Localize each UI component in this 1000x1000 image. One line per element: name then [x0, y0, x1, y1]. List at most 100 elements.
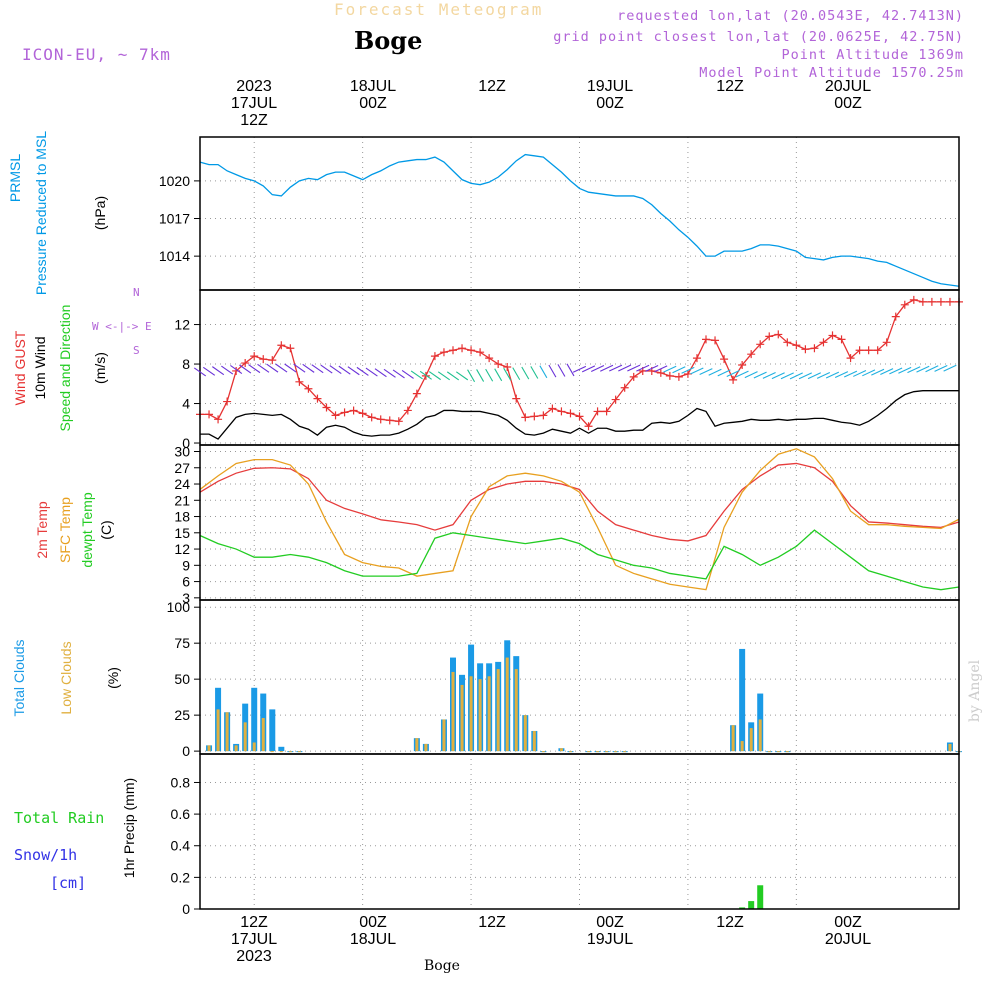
gust-marker	[214, 415, 223, 424]
wind-direction-arrow	[717, 369, 731, 377]
gust-marker	[313, 394, 322, 403]
wind-direction-arrow	[485, 368, 494, 382]
y-tick-label: 18	[174, 509, 190, 525]
bar	[587, 751, 591, 753]
gust-marker	[584, 422, 593, 431]
wind-direction-arrow	[916, 365, 930, 373]
gust-marker	[918, 297, 927, 306]
bar	[514, 669, 518, 752]
y-tick-label: 0.6	[171, 806, 191, 822]
wind-direction-arrow	[428, 371, 441, 381]
gust-marker	[439, 348, 448, 357]
gust-marker	[476, 348, 485, 357]
y-tick-label: 0	[182, 743, 190, 759]
gust-marker	[412, 389, 421, 398]
wind-direction-arrow	[708, 368, 722, 376]
gust-marker	[909, 295, 918, 304]
wind-direction-arrow	[356, 366, 369, 376]
wind-direction-arrow	[338, 365, 351, 375]
wind-direction-arrow	[843, 370, 858, 378]
rain-label: Total Rain	[14, 809, 105, 827]
wind-direction-arrow	[825, 371, 840, 379]
wind-direction-arrow	[853, 370, 867, 377]
gust-marker	[828, 331, 837, 340]
bar	[288, 751, 292, 753]
bar	[532, 730, 536, 752]
gust-marker	[846, 354, 855, 363]
wind-direction-arrow	[284, 363, 297, 373]
series-line-dewpt-temp	[199, 529, 960, 591]
gust-marker	[819, 338, 828, 347]
bar	[243, 722, 247, 752]
gust-marker	[720, 355, 729, 364]
bar	[469, 676, 473, 752]
bar	[269, 709, 276, 752]
wind-direction-arrow	[557, 364, 566, 377]
wind-direction-arrow	[410, 370, 423, 380]
y-tick-label: 25	[174, 707, 190, 723]
wind-direction-arrow	[834, 371, 849, 379]
series-line-wind-gust	[200, 299, 959, 428]
wind-direction-arrow	[618, 364, 632, 372]
gust-marker	[430, 352, 439, 361]
y-tick-label: 50	[174, 671, 190, 687]
wind-direction-arrow	[735, 370, 749, 378]
gust-marker	[855, 346, 864, 355]
wind-direction-arrow	[925, 365, 939, 373]
y-tick-label: 15	[174, 525, 190, 541]
gust-marker	[358, 409, 367, 418]
gust-marker	[702, 335, 710, 344]
wind-direction-arrow	[221, 365, 234, 375]
wind-direction-arrow	[365, 367, 378, 377]
wind-direction-arrow	[266, 363, 279, 373]
snow-label: Snow/1h	[14, 846, 78, 864]
wind-direction-arrow	[347, 366, 360, 376]
gust-marker	[900, 300, 909, 309]
gust-marker	[765, 332, 774, 341]
y-tick-label: 0.8	[171, 774, 191, 790]
wind-direction-arrow	[753, 371, 767, 379]
compass-label: S	[133, 344, 140, 357]
gust-marker	[376, 415, 385, 424]
wind-direction-arrow	[744, 371, 758, 379]
wind-direction-arrow	[212, 366, 225, 376]
top-time-label: 18JUL 00Z	[349, 78, 397, 112]
wind-direction-arrow	[600, 364, 614, 372]
wind-direction-arrow	[590, 365, 605, 372]
wind-direction-arrow	[257, 363, 270, 373]
wind-direction-arrow	[889, 367, 903, 375]
gust-marker	[295, 377, 304, 386]
y-tick-label: 3	[182, 590, 190, 606]
bar	[523, 715, 527, 752]
wind-direction-arrow	[762, 371, 776, 379]
wind-direction-arrow	[374, 368, 387, 378]
panel-frame	[199, 289, 960, 446]
bar	[252, 742, 256, 752]
wind-direction-arrow	[780, 372, 794, 380]
gust-marker	[331, 411, 340, 420]
bar	[739, 648, 746, 752]
bar	[251, 687, 258, 752]
wind-direction-arrow	[320, 364, 333, 374]
wind-direction-arrow	[871, 368, 885, 376]
wind-direction-arrow	[681, 366, 695, 374]
bottom-time-label: 12Z	[716, 914, 744, 931]
footer-station: Boge	[424, 958, 460, 974]
wind-direction-arrow	[467, 369, 476, 383]
y-tick-label: 9	[182, 557, 190, 573]
gust-marker	[656, 368, 665, 377]
bar	[605, 751, 609, 753]
top-time-label: 20JUL 00Z	[824, 78, 872, 112]
gust-marker	[593, 407, 602, 416]
wind-direction-arrow	[943, 364, 957, 372]
wind-direction-arrow	[392, 369, 405, 379]
gust-marker	[774, 330, 783, 339]
model-altitude: Model Point Altitude 1570.25m	[699, 65, 964, 81]
bar	[496, 669, 500, 752]
y-tick-label: 0.2	[171, 869, 191, 885]
gust-marker	[367, 413, 376, 422]
model-name: ICON-EU, ~ 7km	[22, 45, 171, 64]
wind-direction-arrow	[663, 365, 677, 373]
station-name: Boge	[354, 26, 423, 55]
wind-direction-arrow	[726, 370, 740, 377]
